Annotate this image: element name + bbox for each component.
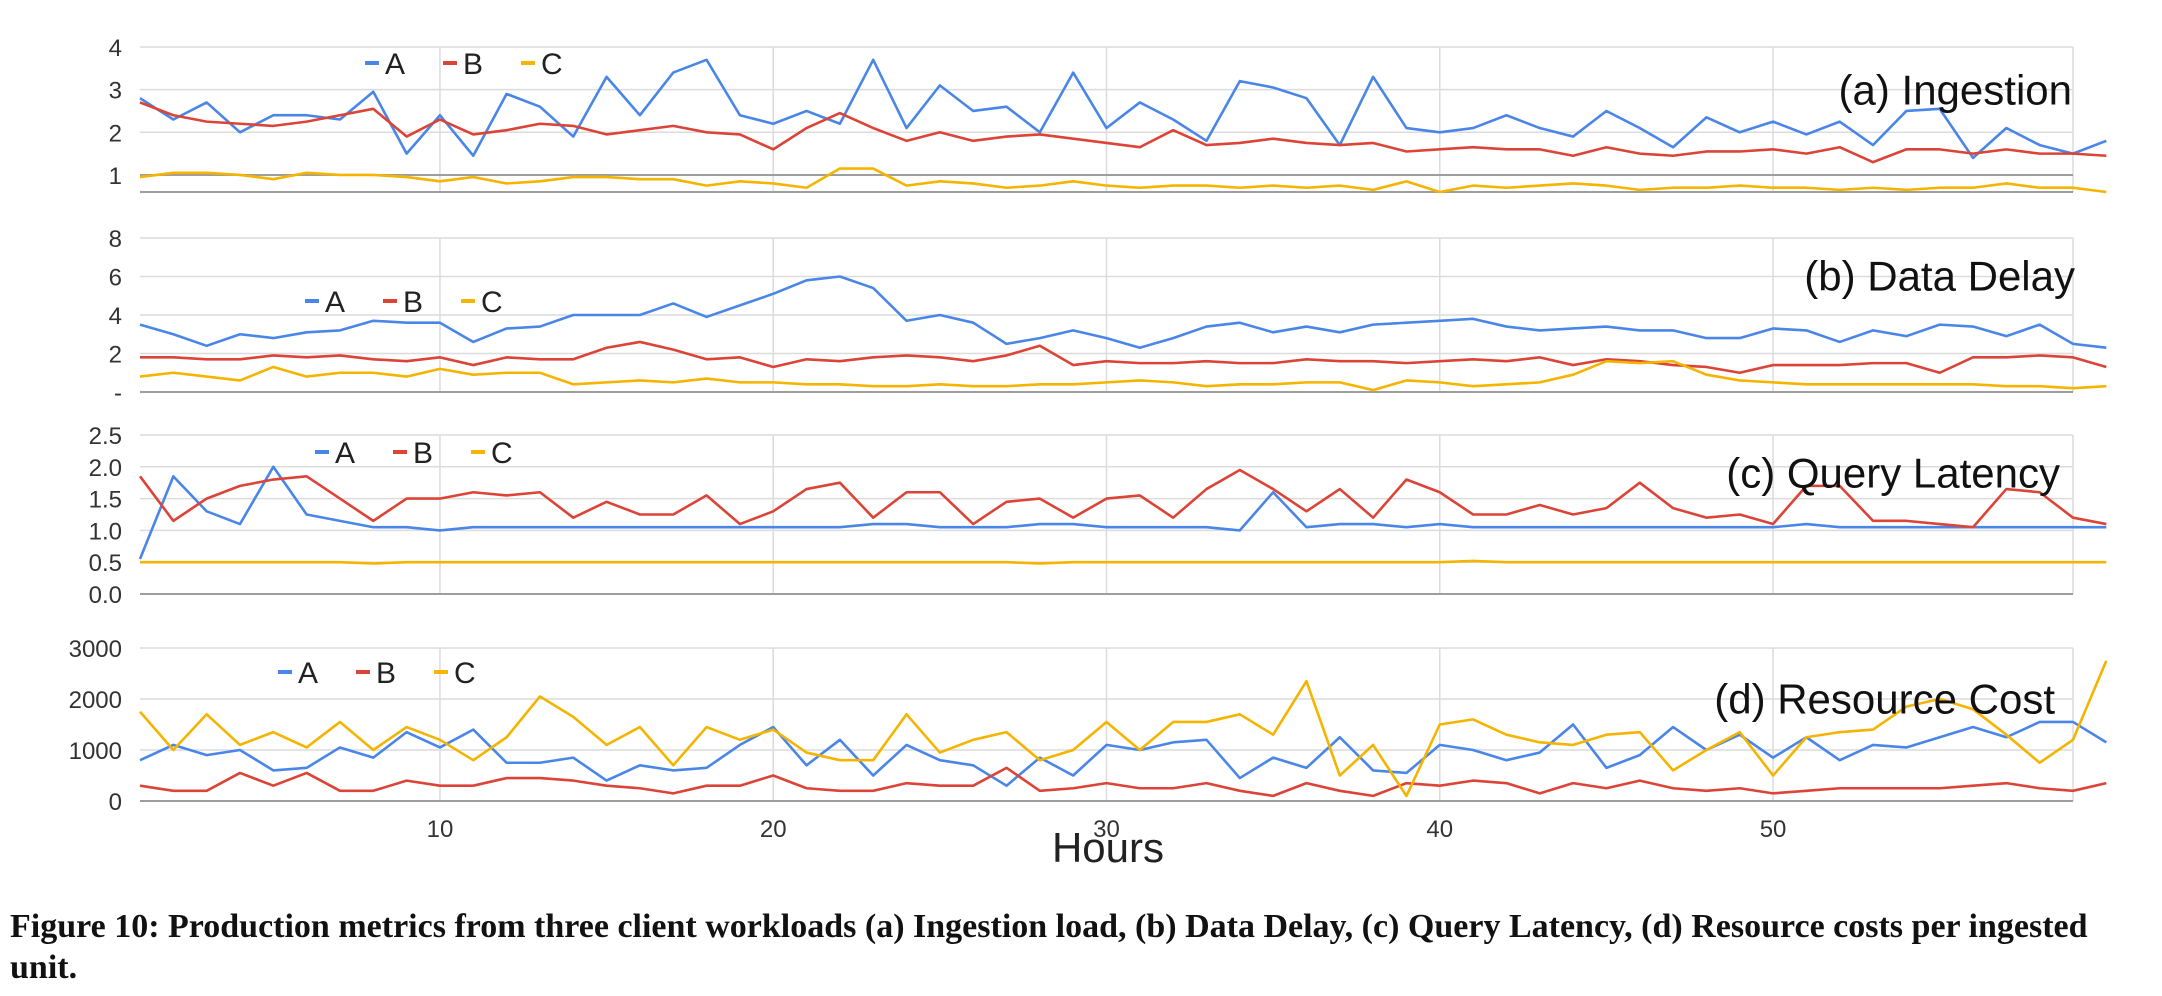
y-tick-label: 2.0	[89, 455, 122, 482]
x-tick-label: 10	[427, 816, 454, 843]
legend-label-b: B	[376, 657, 396, 690]
y-tick-label: 1000	[69, 738, 122, 765]
x-tick-label: 30	[1093, 816, 1120, 843]
y-tick-label: -	[114, 380, 122, 407]
y-tick-label: 1.0	[89, 518, 122, 545]
series-line-a	[139, 720, 2108, 788]
series-line-b	[139, 766, 2107, 798]
panel-title: (c) Query Latency	[1726, 449, 2060, 496]
x-tick-label: 50	[1760, 816, 1787, 843]
figure-caption: Figure 10: Production metrics from three…	[10, 908, 2088, 986]
y-tick-label: 2	[109, 342, 122, 369]
y-tick-label: 1.5	[89, 487, 122, 514]
series-line-b	[140, 340, 2107, 375]
y-tick-label: 0	[109, 789, 122, 816]
x-axis-label: Hours	[1052, 824, 1164, 871]
y-tick-label: 0.5	[89, 550, 122, 577]
legend-label-a: A	[325, 286, 345, 319]
y-tick-label: 2000	[69, 687, 122, 714]
legend-label-a: A	[335, 437, 355, 470]
series-line-c	[139, 359, 2107, 392]
legend-label-a: A	[385, 48, 405, 81]
panel-title: (a) Ingestion	[1839, 66, 2072, 113]
legend-label-c: C	[454, 657, 476, 690]
x-tick-label: 20	[760, 816, 787, 843]
y-tick-label: 4	[109, 303, 122, 330]
y-tick-label: 2.5	[89, 423, 122, 450]
figure: Hours 4 3 2 1 (a) Ingestion A B C 8 6 4 2 - (b) Data …	[69, 35, 2108, 871]
series-line-a	[138, 465, 2107, 560]
y-tick-label: 3000	[69, 636, 122, 663]
y-tick-label: 0.0	[89, 582, 122, 609]
panel-title: (d) Resource Cost	[1714, 675, 2055, 722]
legend-label-c: C	[481, 286, 503, 319]
x-tick-label: 40	[1426, 816, 1453, 843]
y-tick-label: 2	[109, 120, 122, 147]
panel-title: (b) Data Delay	[1804, 252, 2075, 299]
series-line-c	[139, 167, 2107, 194]
y-tick-label: 1	[109, 163, 122, 190]
series-line-a	[139, 58, 2107, 160]
legend-label-b: B	[463, 48, 483, 81]
series-line-c	[140, 559, 2107, 565]
legend-label-c: C	[491, 437, 513, 470]
y-tick-label: 3	[109, 78, 122, 105]
series-line-b	[138, 468, 2107, 529]
y-tick-label: 4	[109, 35, 122, 62]
series-line-b	[139, 101, 2107, 164]
y-tick-label: 6	[109, 265, 122, 292]
series-line-a	[139, 275, 2107, 350]
y-tick-label: 8	[109, 226, 122, 253]
legend-label-b: B	[403, 286, 423, 319]
legend-label-c: C	[541, 48, 563, 81]
legend-label-b: B	[413, 437, 433, 470]
series-line-c	[139, 660, 2108, 798]
legend-label-a: A	[298, 657, 318, 690]
